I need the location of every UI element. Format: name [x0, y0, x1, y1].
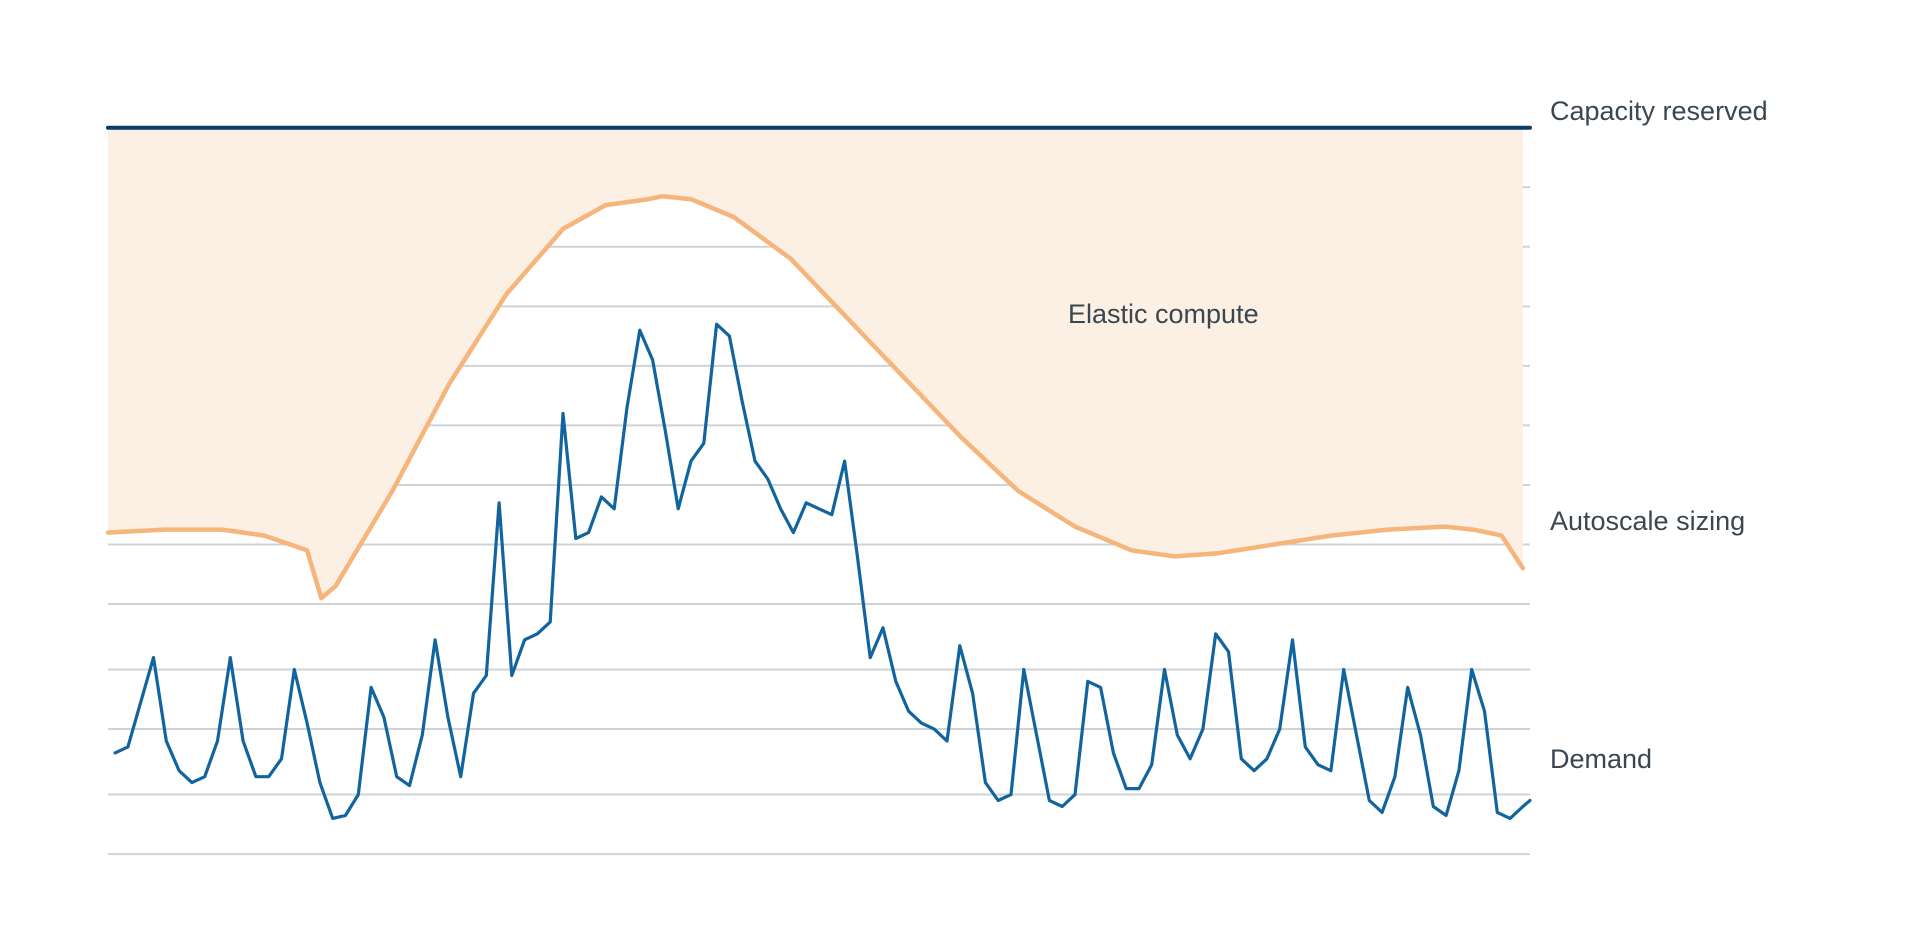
capacity-reserved-label: Capacity reserved [1550, 96, 1768, 126]
series-labels: Capacity reserved Autoscale sizing Deman… [1068, 96, 1768, 774]
demand-label: Demand [1550, 744, 1652, 774]
elastic-compute-label: Elastic compute [1068, 299, 1259, 329]
demand-line [113, 322, 1532, 821]
series-lines [105, 125, 1532, 821]
elastic-compute-area [108, 127, 1523, 599]
autoscale-sizing-label: Autoscale sizing [1550, 506, 1745, 536]
autoscale-sizing-line [105, 193, 1526, 601]
